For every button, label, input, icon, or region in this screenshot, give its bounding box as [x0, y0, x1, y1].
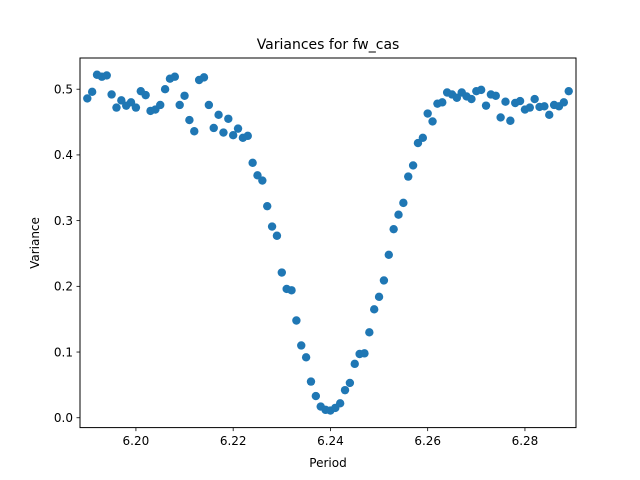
x-tick-label: 6.28: [512, 434, 539, 448]
data-point: [340, 385, 350, 395]
data-point: [389, 224, 398, 234]
data-point: [258, 176, 267, 185]
data-point: [301, 353, 311, 362]
data-point: [515, 96, 525, 106]
data-point: [481, 101, 491, 110]
data-point: [394, 210, 403, 219]
data-point: [170, 72, 180, 81]
data-point: [311, 391, 321, 401]
y-tick-label: 0.3: [54, 214, 73, 228]
data-point: [525, 103, 534, 112]
data-point: [219, 128, 228, 137]
data-point: [287, 286, 296, 295]
data-point: [117, 96, 126, 105]
data-point: [87, 87, 97, 97]
data-point: [263, 201, 272, 211]
data-point: [530, 94, 539, 104]
data-point: [418, 133, 428, 143]
data-point: [360, 349, 369, 358]
data-point: [141, 90, 150, 100]
data-point: [83, 94, 92, 103]
data-point: [209, 123, 218, 133]
data-point: [175, 100, 184, 110]
data-point: [243, 131, 252, 141]
data-point: [438, 98, 447, 107]
data-point: [350, 359, 359, 369]
data-point: [228, 131, 238, 140]
x-tick-label: 6.24: [317, 434, 344, 448]
data-point: [379, 276, 389, 285]
data-points: [83, 70, 573, 415]
data-point: [404, 172, 413, 181]
data-point: [370, 305, 379, 314]
y-tick-label: 0.0: [54, 411, 73, 425]
data-point: [399, 198, 408, 208]
data-point: [408, 161, 418, 170]
data-point: [107, 90, 116, 99]
data-point: [496, 113, 505, 122]
x-tick-label: 6.20: [123, 434, 150, 448]
data-point: [131, 103, 141, 112]
data-point: [491, 91, 500, 100]
data-point: [224, 114, 233, 123]
x-axis-ticks: 6.20 6.22 6.24 6.26 6.28: [123, 427, 539, 448]
data-point: [545, 110, 554, 120]
y-tick-label: 0.2: [54, 280, 73, 294]
data-point: [292, 316, 301, 325]
data-point: [384, 250, 393, 259]
data-point: [345, 378, 355, 388]
x-tick-label: 6.22: [220, 434, 247, 448]
y-tick-label: 0.5: [54, 83, 73, 97]
data-point: [540, 102, 549, 111]
x-tick-label: 6.26: [414, 434, 441, 448]
data-point: [306, 377, 316, 386]
y-tick-label: 0.1: [54, 345, 73, 359]
plot-frame: [79, 57, 577, 429]
data-point: [365, 328, 374, 337]
data-point: [476, 85, 486, 95]
data-point: [112, 103, 121, 112]
data-point: [190, 127, 199, 136]
data-point: [248, 158, 257, 167]
data-point: [564, 86, 573, 96]
y-axis-label: Variance: [28, 217, 42, 269]
data-point: [233, 124, 243, 133]
data-point: [199, 73, 209, 82]
data-point: [267, 222, 277, 231]
data-point: [428, 117, 437, 126]
data-point: [214, 110, 223, 120]
data-point: [272, 231, 282, 240]
y-axis-ticks: 0.0 0.1 0.2 0.3 0.4 0.5: [54, 83, 80, 425]
data-point: [506, 116, 515, 125]
data-point: [423, 109, 432, 118]
y-tick-label: 0.4: [54, 148, 73, 162]
data-point: [467, 94, 476, 104]
data-point: [180, 91, 189, 100]
data-point: [559, 98, 569, 107]
data-point: [185, 115, 194, 125]
chart-title: Variances for fw_cas: [257, 37, 400, 53]
data-point: [277, 268, 286, 277]
data-point: [160, 85, 170, 94]
data-point: [501, 97, 510, 106]
data-point: [102, 71, 111, 80]
data-point: [335, 399, 345, 408]
x-axis-label: Period: [309, 456, 346, 470]
data-point: [374, 292, 384, 302]
data-point: [156, 100, 165, 110]
data-point: [297, 341, 306, 350]
data-point: [204, 100, 214, 110]
